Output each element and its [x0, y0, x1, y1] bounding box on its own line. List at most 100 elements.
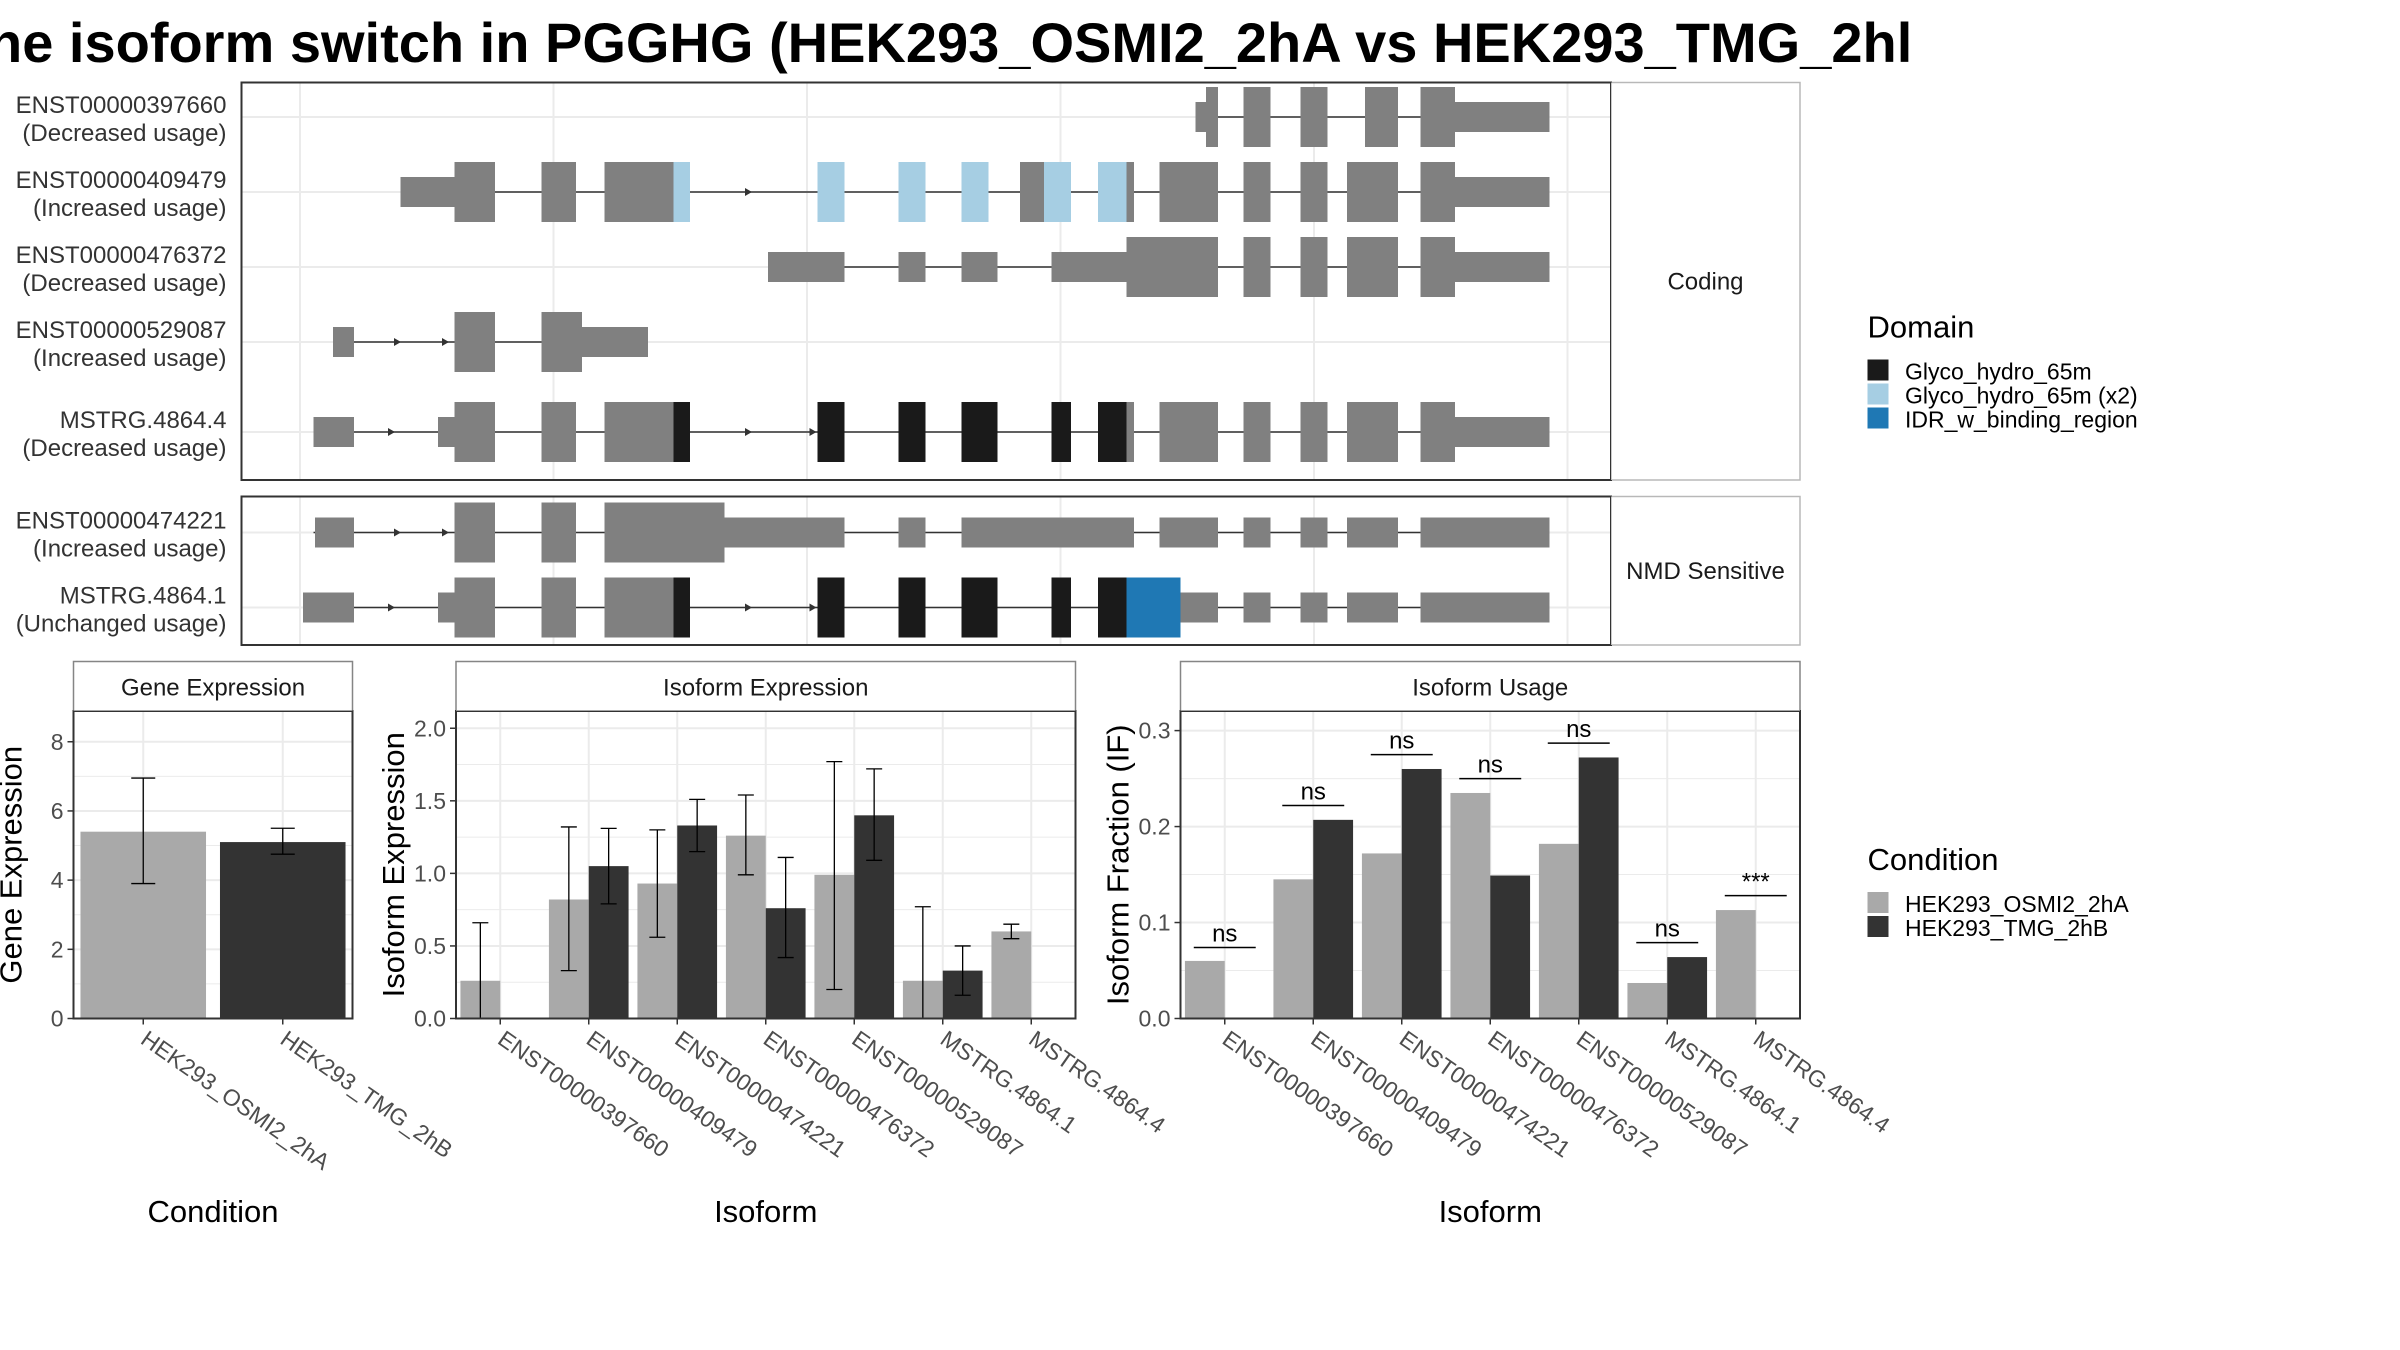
significance-label: ns: [1212, 920, 1237, 947]
exon: [1420, 517, 1550, 548]
exon: [454, 162, 495, 222]
exon: [1300, 517, 1328, 548]
exon: [1126, 162, 1134, 222]
x-axis-title: Isoform: [714, 1194, 817, 1229]
y-tick-label: 0.5: [414, 933, 446, 959]
y-tick-label: 1.5: [414, 788, 446, 814]
chart-title: Isoform Expression: [663, 674, 868, 701]
significance-label: ns: [1478, 752, 1503, 779]
isoform-usage-label: (Decreased usage): [22, 270, 226, 297]
significance-label: ns: [1301, 778, 1326, 805]
y-tick-label: 2: [51, 936, 64, 962]
y-axis-title: Isoform Expression: [376, 732, 411, 997]
exon: [1420, 87, 1455, 147]
legend-swatch: [1867, 892, 1889, 913]
exon: [1195, 102, 1206, 132]
chart-title: Isoform Usage: [1412, 674, 1568, 701]
bar: [1361, 853, 1402, 1019]
strand-arrow: [809, 603, 817, 612]
exon: [582, 327, 648, 357]
strand-arrow: [388, 603, 395, 612]
exon: [604, 502, 725, 563]
bar: [219, 842, 346, 1019]
y-tick-label: 0: [51, 1006, 64, 1032]
y-tick-label: 6: [51, 798, 64, 824]
legend-swatch: [1867, 359, 1889, 381]
domain-block: [817, 162, 845, 222]
bar: [1450, 792, 1491, 1019]
exon: [454, 312, 495, 372]
exon: [400, 177, 455, 207]
legend-label: IDR_w_binding_region: [1905, 407, 2138, 433]
significance-label: ns: [1655, 916, 1680, 943]
isoform-usage-label: (Decreased usage): [22, 435, 226, 462]
legend-label: Glyco_hydro_65m (x2): [1905, 383, 2138, 409]
domain-block: [961, 577, 998, 638]
strand-arrow: [442, 338, 449, 346]
bar: [1273, 879, 1314, 1019]
bar: [1715, 910, 1756, 1019]
strand-arrow: [394, 528, 401, 537]
panel-background: [241, 496, 1611, 645]
panel-strip-label: NMD Sensitive: [1626, 558, 1785, 585]
bar: [991, 931, 1032, 1019]
bar: [1490, 875, 1531, 1019]
legend-swatch: [1867, 407, 1889, 429]
isoform-usage-label: (Increased usage): [33, 195, 226, 222]
exon: [333, 327, 354, 357]
transcript-MSTRG.4864.1: [303, 577, 1550, 638]
exon: [724, 517, 845, 548]
exon: [1455, 102, 1550, 132]
strand-arrow: [745, 188, 752, 196]
isoform-label: ENST00000529087: [16, 317, 227, 344]
domain-block: [673, 162, 690, 222]
domain-block: [1098, 162, 1127, 222]
y-tick-label: 0.0: [1139, 1006, 1171, 1032]
exon: [1243, 87, 1271, 147]
chart-gene-expression: Gene Expression02468HEK293_OSMI2_2hAHEK2…: [0, 660, 457, 1229]
exon: [1347, 402, 1398, 462]
exon: [438, 592, 455, 623]
isoform-usage-label: (Increased usage): [33, 536, 226, 563]
exon: [604, 402, 674, 462]
exon: [1420, 237, 1455, 297]
exon: [898, 517, 926, 548]
panel-strip: [1610, 495, 1801, 646]
isoform-label: ENST00000476372: [16, 242, 227, 269]
panel-strip-label: Coding: [1667, 268, 1743, 295]
exon: [1420, 592, 1550, 623]
exon: [1347, 237, 1398, 297]
bar: [1538, 843, 1579, 1019]
domain-legend-title: Domain: [1868, 310, 1975, 345]
bar: [1401, 768, 1442, 1019]
isoform-label: ENST00000397660: [16, 92, 227, 119]
transcript-ENST00000397660: [1195, 87, 1550, 147]
domain-block: [817, 402, 845, 462]
exon: [1420, 402, 1455, 462]
domain-block: [673, 402, 690, 462]
exon: [541, 502, 576, 563]
y-axis-title: Isoform Fraction (IF): [1101, 724, 1136, 1005]
y-tick-label: 0.1: [1139, 910, 1171, 936]
exon: [1300, 592, 1328, 623]
bar: [1313, 819, 1354, 1019]
exon: [1300, 87, 1328, 147]
exon: [1455, 417, 1550, 447]
domain-block: [898, 402, 926, 462]
legend-label: HEK293_TMG_2hB: [1905, 915, 2108, 941]
domain-block: [898, 162, 926, 222]
domain-block: [1098, 577, 1127, 638]
exon: [1420, 162, 1455, 222]
exon: [1365, 87, 1398, 147]
domain-block: [1051, 402, 1071, 462]
strand-arrow: [388, 428, 395, 436]
exon: [1300, 402, 1328, 462]
exon: [541, 577, 576, 638]
strand-arrow: [394, 338, 401, 346]
exon: [1455, 252, 1550, 282]
y-tick-label: 1.0: [414, 860, 446, 886]
exon: [1243, 592, 1271, 623]
exon: [1243, 237, 1271, 297]
structure-panel-coding: ENST00000397660(Decreased usage)ENST0000…: [16, 81, 1801, 481]
